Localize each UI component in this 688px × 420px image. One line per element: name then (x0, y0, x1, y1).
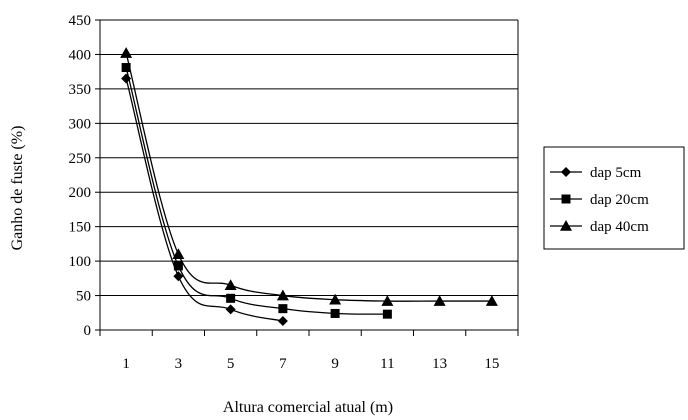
y-tick-label: 400 (69, 47, 92, 63)
x-tick-label: 7 (279, 356, 287, 372)
y-tick-label: 50 (76, 289, 91, 305)
triangle-marker (172, 248, 185, 260)
triangle-marker (276, 289, 289, 301)
series-dap-40cm (120, 47, 498, 306)
triangle-marker (433, 295, 446, 306)
triangle-marker (224, 279, 237, 291)
series-dap-20cm (121, 63, 392, 319)
y-tick-label: 250 (69, 151, 92, 167)
x-tick-label: 9 (331, 356, 339, 372)
square-marker (382, 309, 392, 319)
triangle-marker (381, 295, 394, 306)
square-marker (226, 293, 236, 303)
square-marker (173, 261, 183, 271)
legend: dap 5cm dap 20cm dap 40cm (543, 146, 685, 250)
axes (95, 19, 519, 336)
legend-item: dap 20cm (550, 192, 649, 208)
legend-item: dap 40cm (550, 219, 649, 235)
x-tick-label: 11 (380, 356, 394, 372)
diamond-marker (561, 167, 571, 177)
y-tick-label: 150 (69, 220, 92, 236)
y-tick-label: 450 (69, 13, 92, 29)
triangle-marker (329, 293, 342, 305)
x-tick-label: 5 (227, 356, 235, 372)
x-tick-label: 13 (432, 356, 447, 372)
x-tick-label: 1 (122, 356, 130, 372)
square-marker (330, 308, 340, 318)
series-dap-5cm (121, 73, 288, 327)
square-marker (561, 194, 571, 204)
legend-item: dap 5cm (550, 165, 642, 181)
y-tick-label: 300 (69, 116, 92, 132)
legend-label: dap 40cm (590, 219, 649, 235)
diamond-marker (277, 316, 288, 327)
x-tick-label: 3 (175, 356, 183, 372)
diamond-marker (225, 304, 236, 315)
square-marker (278, 304, 288, 314)
x-axis-title: Altura comercial atual (m) (223, 399, 393, 416)
y-tick-labels: 0 50 100 150 200 250 300 350 400 450 (69, 13, 92, 339)
square-marker (121, 63, 131, 73)
series-group (120, 47, 498, 327)
y-tick-label: 100 (69, 254, 92, 270)
y-tick-label: 200 (69, 185, 92, 201)
y-tick-label: 0 (84, 323, 92, 339)
series-line (125, 78, 284, 322)
legend-label: dap 20cm (590, 192, 649, 208)
y-tick-label: 350 (69, 82, 92, 98)
diamond-marker (173, 271, 184, 282)
x-tick-label: 15 (484, 356, 499, 372)
series-line (125, 67, 388, 315)
triangle-marker (485, 295, 498, 306)
triangle-marker (120, 47, 133, 58)
gridlines (100, 19, 518, 297)
legend-label: dap 5cm (590, 165, 642, 181)
y-axis-title: Ganho de fuste (%) (9, 126, 26, 251)
triangle-marker (560, 220, 572, 231)
x-tick-labels: 1 3 5 7 9 11 13 15 (122, 356, 499, 372)
